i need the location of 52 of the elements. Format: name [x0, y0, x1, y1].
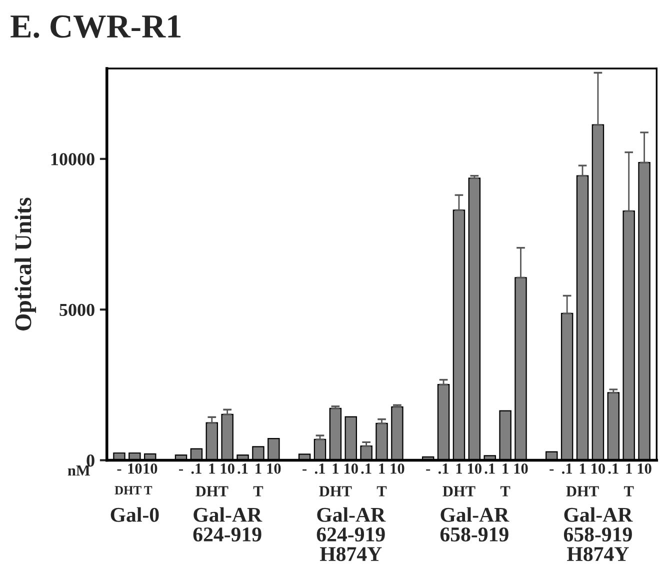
- x-tick-label: 10: [514, 463, 528, 474]
- text: Gal-AR 658-919 H874Y: [564, 507, 633, 562]
- x-tick-label: -: [179, 469, 183, 471]
- x-tick-label: 10: [592, 463, 606, 474]
- x-tick-label: 10: [638, 463, 652, 474]
- text: DHT: [319, 486, 352, 496]
- x-tick-label: -: [426, 469, 430, 471]
- x-tick-label: .1: [484, 464, 495, 474]
- text: T: [376, 486, 387, 496]
- x-tick-label: 10: [220, 463, 234, 474]
- text: Gal-AR 658-919: [440, 507, 510, 542]
- y-tick-label: 0: [86, 454, 94, 467]
- x-tick-label: 10: [344, 463, 358, 474]
- x-tick-label: -: [550, 469, 554, 471]
- text: T: [500, 486, 510, 496]
- x-tick-label: 1: [256, 464, 262, 474]
- x-tick-label: .1: [361, 464, 372, 474]
- text: Gal-0: [110, 507, 159, 522]
- x-tick-label: .1: [562, 464, 572, 474]
- x-tick-label: -: [302, 469, 307, 471]
- x-tick-label: 1: [332, 464, 338, 474]
- x-tick-label: .1: [314, 464, 325, 474]
- x-tick-label: 1: [209, 464, 215, 474]
- x-tick-label: 1: [502, 464, 508, 474]
- text: T: [624, 486, 634, 496]
- chart-title: E. CWR-R1: [10, 15, 181, 38]
- x-tick-label: 1: [626, 464, 632, 474]
- text: nM: [68, 466, 90, 476]
- x-tick-label: 1: [379, 464, 385, 474]
- text: T: [144, 486, 152, 494]
- x-tick-label: .1: [438, 464, 448, 474]
- x-tick-label: -: [117, 469, 122, 471]
- y-tick-label: 10000: [51, 153, 94, 166]
- x-tick-label: 10: [128, 463, 142, 474]
- x-tick-label: 10: [468, 463, 482, 474]
- text: DHT: [114, 486, 142, 494]
- text: DHT: [566, 486, 599, 496]
- x-tick-label: .1: [238, 464, 248, 474]
- x-tick-label: .1: [191, 464, 202, 474]
- text: Gal-AR 624-919 H874Y: [316, 507, 386, 562]
- x-tick-label: .1: [608, 464, 618, 474]
- x-tick-label: 10: [144, 463, 158, 474]
- text: Gal-AR 624-919: [193, 507, 262, 542]
- x-tick-label: 1: [580, 464, 586, 474]
- x-tick-label: 10: [390, 463, 404, 474]
- x-tick-label: 10: [267, 463, 281, 474]
- text: T: [253, 486, 264, 496]
- y-axis-title: Optical Units: [14, 198, 36, 330]
- y-tick-label: 5000: [60, 304, 94, 316]
- x-tick-label: 1: [456, 464, 462, 474]
- text: DHT: [196, 486, 228, 496]
- text: DHT: [442, 486, 476, 496]
